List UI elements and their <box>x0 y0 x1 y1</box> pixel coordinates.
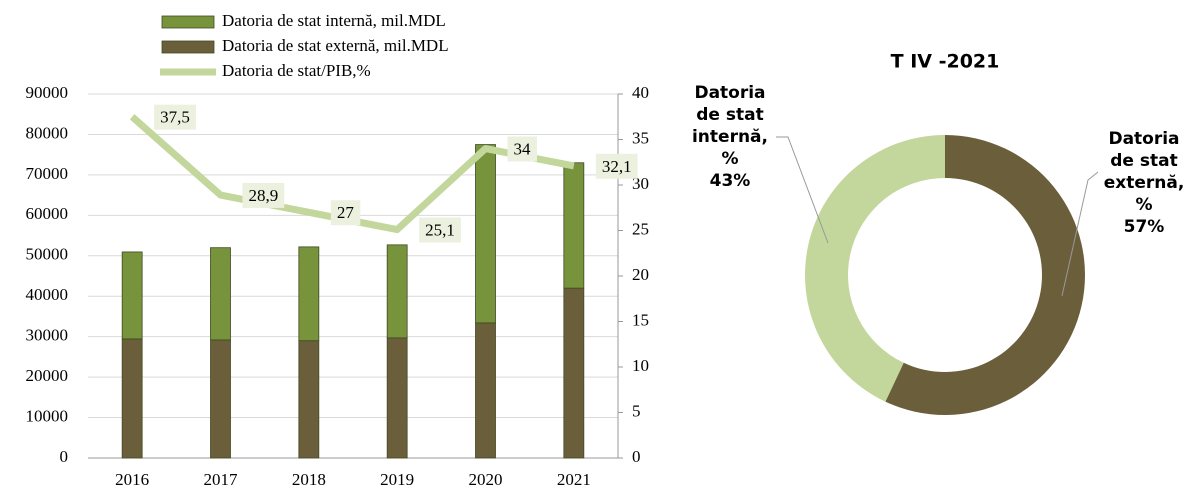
leader-line <box>1061 171 1099 297</box>
data-label-bg <box>154 104 196 130</box>
y-tick-label: 60000 <box>26 204 69 223</box>
label-value: 57% <box>1123 217 1165 237</box>
label-name: Datoria de stat internă, % <box>691 83 768 169</box>
x-tick-label: 2020 <box>469 470 503 489</box>
bar <box>563 287 585 459</box>
x-tick-label: 2018 <box>292 470 326 489</box>
data-label: 28,9 <box>249 186 279 205</box>
donut-slice <box>804 135 945 402</box>
legend-label: Datoria de stat externă, mil.MDL <box>222 36 449 55</box>
y2-tick-label: 25 <box>632 219 649 238</box>
y2-tick-label: 5 <box>632 401 641 420</box>
data-label-bg <box>507 136 537 162</box>
data-label-bg <box>419 217 461 243</box>
y2-tick-label: 40 <box>632 83 649 102</box>
donut-label: Datoria de stat internă, % 43% <box>682 82 778 192</box>
bar <box>298 246 320 342</box>
bar <box>298 340 320 459</box>
y-tick-label: 10000 <box>26 406 69 425</box>
y2-tick-label: 15 <box>632 310 649 329</box>
x-tick-label: 2019 <box>380 470 414 489</box>
x-tick-label: 2021 <box>557 470 591 489</box>
y2-tick-label: 0 <box>632 447 641 466</box>
legend-label: Datoria de stat internă, mil.MDL <box>222 11 446 30</box>
y2-tick-label: 10 <box>632 356 649 375</box>
data-label: 34 <box>514 140 532 159</box>
y-tick-label: 90000 <box>26 83 69 102</box>
y-tick-label: 20000 <box>26 366 69 385</box>
data-label-bg <box>242 182 285 208</box>
bar <box>210 247 231 341</box>
bar <box>475 144 496 324</box>
bar <box>563 162 585 289</box>
data-label: 32,1 <box>602 157 632 176</box>
y-tick-label: 50000 <box>26 245 69 264</box>
leader-line <box>776 136 829 244</box>
y2-tick-label: 20 <box>632 265 649 284</box>
donut-title: T IV -2021 <box>891 51 1000 73</box>
data-label-bg <box>595 153 638 179</box>
bar <box>210 339 231 459</box>
bar <box>475 322 496 459</box>
legend-label: Datoria de stat/PIB,% <box>222 61 371 80</box>
donut-slice <box>885 135 1085 415</box>
data-label: 25,1 <box>425 220 455 239</box>
y-tick-label: 80000 <box>26 123 69 142</box>
y-tick-label: 40000 <box>26 285 69 304</box>
donut-label: Datoria de stat externă, % 57% <box>1094 128 1190 238</box>
y-tick-label: 30000 <box>26 326 69 345</box>
legend-swatch <box>161 15 215 29</box>
data-label-bg <box>330 200 361 226</box>
x-tick-label: 2016 <box>115 470 149 489</box>
y-tick-label: 70000 <box>26 164 69 183</box>
data-label: 37,5 <box>160 108 190 127</box>
x-tick-label: 2017 <box>204 470 239 489</box>
bar <box>386 337 408 459</box>
bar <box>121 251 143 340</box>
y-tick-label: 0 <box>60 447 69 466</box>
y2-tick-label: 35 <box>632 128 649 147</box>
label-name: Datoria de stat externă, % <box>1103 129 1185 215</box>
bar <box>121 338 143 459</box>
data-label: 27 <box>337 203 355 222</box>
label-value: 43% <box>709 171 751 191</box>
legend-swatch <box>161 40 215 54</box>
bar <box>386 244 408 339</box>
